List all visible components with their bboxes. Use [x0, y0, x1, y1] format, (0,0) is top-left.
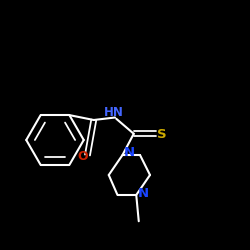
Text: N: N	[124, 146, 135, 160]
Text: S: S	[157, 128, 166, 141]
Text: O: O	[78, 150, 88, 164]
Text: HN: HN	[104, 106, 124, 118]
Text: N: N	[138, 187, 149, 200]
